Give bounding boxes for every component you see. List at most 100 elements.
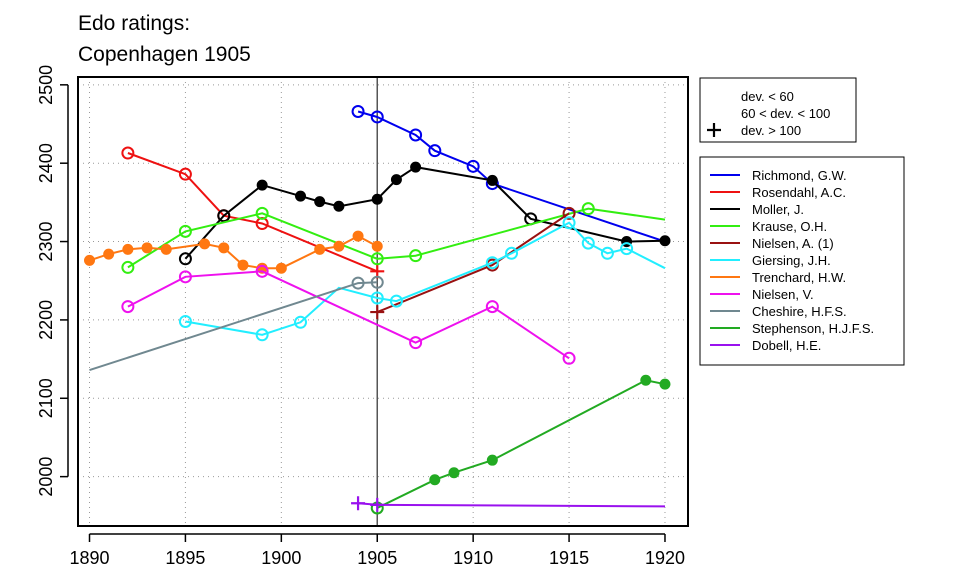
series-line	[358, 502, 666, 508]
data-point	[370, 275, 384, 289]
data-point	[255, 328, 269, 342]
data-point	[485, 300, 499, 314]
data-point	[333, 240, 345, 252]
data-point	[390, 174, 402, 186]
data-point	[389, 294, 403, 308]
data-point	[562, 351, 576, 365]
series-legend-label: Rosendahl, A.C.	[752, 185, 846, 200]
data-point	[659, 378, 671, 390]
data-point	[486, 174, 498, 186]
plot-series	[84, 104, 671, 515]
x-axis: 1890 1895 1900 1905 1910 1915 1920	[69, 533, 685, 568]
x-tick-label: 1895	[165, 548, 205, 568]
series-legend-label: Richmond, G.W.	[752, 168, 847, 183]
series-legend-label: Giersing, J.H.	[752, 253, 831, 268]
data-point	[505, 246, 519, 260]
data-point	[486, 454, 498, 466]
data-point	[371, 240, 383, 252]
series-legend-label: Nielsen, V.	[752, 287, 814, 302]
x-tick-label: 1900	[261, 548, 301, 568]
data-point	[370, 497, 385, 512]
data-point	[178, 167, 192, 181]
data-point	[217, 209, 231, 223]
series-1	[351, 104, 666, 243]
series-7	[84, 230, 383, 274]
marker-legend-box	[699, 77, 857, 143]
data-point	[581, 236, 595, 250]
data-point	[352, 230, 364, 242]
series-3	[178, 161, 671, 266]
data-point	[122, 243, 134, 255]
x-tick-label: 1890	[69, 548, 109, 568]
data-point	[103, 248, 115, 260]
data-point	[121, 300, 135, 314]
data-point	[409, 336, 423, 350]
series-10	[370, 374, 671, 515]
data-point	[562, 216, 576, 230]
data-point	[121, 146, 135, 160]
chart-title: Edo ratings: Copenhagen 1905	[78, 12, 251, 66]
series-line	[357, 110, 666, 243]
chart-title-line-1: Edo ratings:	[78, 12, 190, 35]
data-point	[294, 315, 308, 329]
x-tick-label: 1910	[453, 548, 493, 568]
y-axis: 2000 2100 2200 2300 2400 2500	[36, 65, 69, 497]
y-tick-label: 2200	[36, 300, 56, 340]
data-point	[178, 270, 192, 284]
grid	[78, 77, 688, 526]
series-legend: Richmond, G.W. Rosendahl, A.C. Moller, J. K…	[699, 156, 905, 366]
series-5	[370, 206, 576, 320]
data-point	[620, 242, 634, 256]
data-point	[314, 243, 326, 255]
data-point	[370, 291, 384, 305]
x-tick-label: 1920	[645, 548, 685, 568]
series-line	[89, 281, 378, 372]
series-legend-label: Cheshire, H.F.S.	[752, 304, 847, 319]
data-point	[141, 242, 153, 254]
data-point	[351, 276, 365, 290]
data-point	[314, 196, 326, 208]
data-point	[178, 314, 192, 328]
y-tick-label: 2500	[36, 65, 56, 105]
data-point	[370, 110, 384, 124]
series-9	[89, 275, 384, 372]
series-line	[127, 207, 666, 269]
marker-legend: dev. < 60 60 < dev. < 100 dev. > 100	[699, 77, 857, 143]
data-point	[256, 179, 268, 191]
plot-frame	[77, 76, 689, 527]
data-point	[199, 238, 211, 250]
y-tick-label: 2400	[36, 143, 56, 183]
data-point	[178, 252, 192, 266]
series-8	[121, 264, 576, 365]
marker-legend-symbol	[707, 123, 721, 137]
data-point	[485, 256, 499, 270]
series-4	[121, 202, 666, 274]
series-line	[185, 221, 666, 336]
marker-legend-label: 60 < dev. < 100	[741, 106, 830, 121]
series-11	[351, 496, 666, 512]
data-point	[295, 190, 307, 202]
data-point	[581, 202, 595, 216]
series-legend-label: Moller, J.	[752, 202, 804, 217]
y-tick-label: 2100	[36, 378, 56, 418]
marker-legend-label: dev. < 60	[741, 89, 794, 104]
data-point	[178, 224, 192, 238]
data-point	[237, 259, 249, 271]
series-line	[376, 379, 666, 509]
data-point	[466, 159, 480, 173]
data-point	[370, 305, 385, 320]
marker-legend-label: dev. > 100	[741, 123, 801, 138]
series-6	[178, 216, 666, 342]
x-tick-label: 1915	[549, 548, 589, 568]
data-point	[409, 249, 423, 263]
data-point	[333, 200, 345, 212]
y-tick-label: 2300	[36, 222, 56, 262]
series-legend-label: Stephenson, H.J.F.S.	[752, 321, 874, 336]
data-point	[640, 374, 652, 386]
data-point	[218, 242, 230, 254]
data-point	[659, 235, 671, 247]
data-point	[121, 260, 135, 274]
data-point	[371, 193, 383, 205]
data-point	[255, 206, 269, 220]
